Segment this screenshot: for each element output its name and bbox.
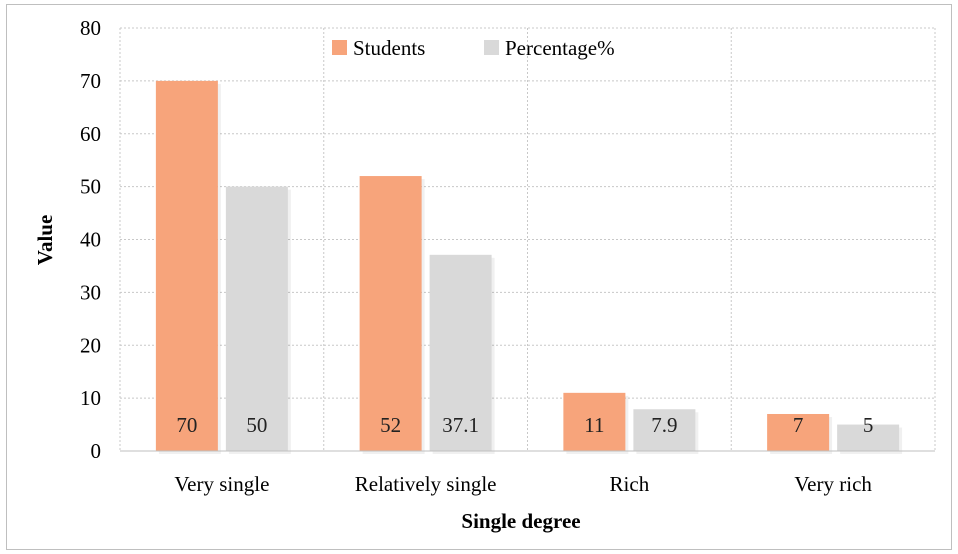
y-tick-label: 50 (80, 175, 101, 199)
data-label: 7 (793, 413, 804, 437)
bar (563, 392, 626, 451)
bar (429, 254, 492, 451)
bar (767, 413, 830, 451)
x-tick-label: Very rich (794, 472, 872, 496)
y-axis-title: Value (33, 215, 57, 266)
gridlines (119, 27, 936, 451)
bar (837, 424, 900, 451)
data-label: 11 (584, 413, 604, 437)
data-label: 37.1 (442, 413, 479, 437)
y-tick-label: 10 (80, 386, 101, 410)
data-label: 5 (863, 413, 874, 437)
y-tick-label: 30 (80, 280, 101, 304)
data-label: 52 (380, 413, 401, 437)
bar (359, 176, 422, 452)
data-labels: 70 50 52 37.1 11 7.9 7 5 (176, 413, 873, 437)
bar (633, 409, 696, 451)
y-tick-label: 70 (80, 69, 101, 93)
y-tick-label: 20 (80, 333, 101, 357)
data-label: 50 (246, 413, 267, 437)
legend-label: Students (353, 36, 425, 60)
legend-swatch (484, 40, 499, 55)
data-label: 70 (176, 413, 197, 437)
y-tick-label: 0 (91, 439, 102, 463)
x-tick-label: Very single (174, 472, 269, 496)
bar (225, 186, 288, 451)
legend-label: Percentage% (505, 36, 615, 60)
bar (155, 80, 218, 451)
legend: Students Percentage% (332, 36, 615, 60)
y-tick-labels: 0 10 20 30 40 50 60 70 80 (80, 16, 101, 463)
x-tick-labels: Very single Relatively single Rich Very ric… (174, 472, 872, 496)
x-axis-title: Single degree (461, 509, 580, 533)
bars (155, 80, 903, 455)
x-tick-label: Relatively single (355, 472, 497, 496)
x-tick-label: Rich (610, 472, 650, 496)
y-tick-label: 80 (80, 16, 101, 40)
legend-swatch (332, 40, 347, 55)
y-tick-label: 60 (80, 122, 101, 146)
data-label: 7.9 (651, 413, 677, 437)
y-tick-label: 40 (80, 228, 101, 252)
